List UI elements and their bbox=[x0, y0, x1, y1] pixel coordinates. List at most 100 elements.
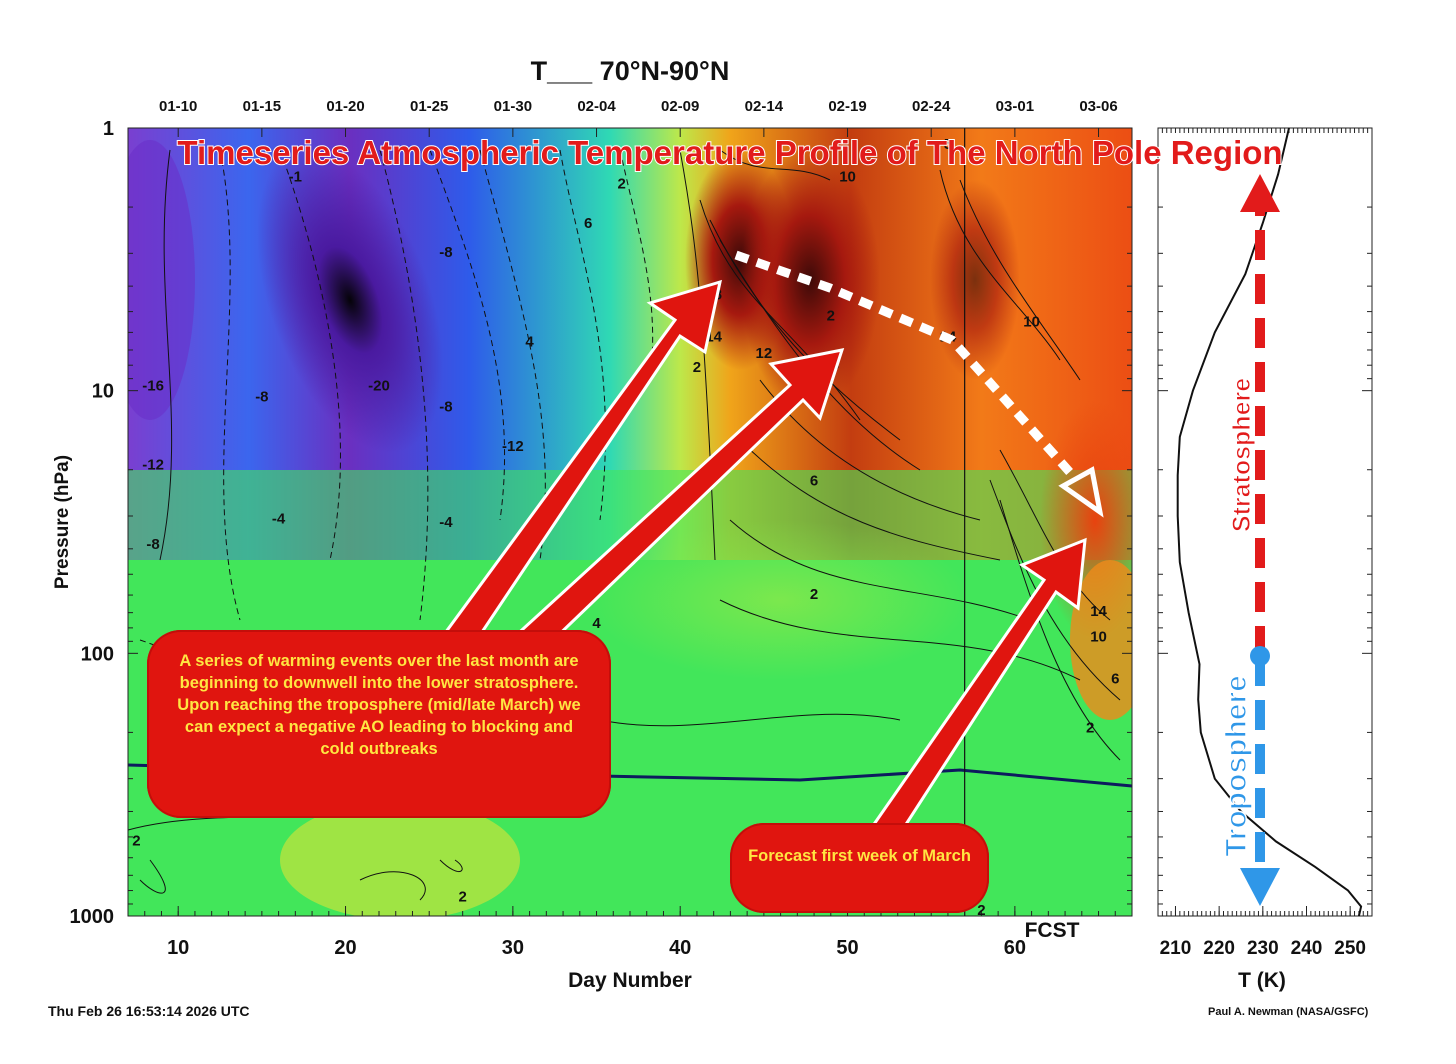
surface-warm-patch bbox=[280, 800, 520, 916]
x-tick-label: 40 bbox=[669, 937, 691, 959]
date-tick-label: 03-01 bbox=[996, 98, 1034, 115]
profile-x-tick-label: 250 bbox=[1334, 938, 1366, 959]
contour-label: -20 bbox=[368, 378, 390, 395]
contour-label: 2 bbox=[693, 359, 701, 376]
y-axis-label: Pressure (hPa) bbox=[52, 455, 73, 589]
y-tick-label: 100 bbox=[81, 643, 114, 665]
contour-label: 4 bbox=[525, 334, 534, 351]
y-tick-label: 10 bbox=[92, 381, 114, 403]
contour-line bbox=[359, 871, 426, 901]
contour-label: -8 bbox=[255, 389, 268, 406]
contour-label: -4 bbox=[272, 510, 286, 527]
contour-line bbox=[279, 149, 341, 561]
x-tick-label: 20 bbox=[334, 937, 356, 959]
contour-line bbox=[219, 149, 241, 621]
warming-events-text: A series of warming events over the last… bbox=[177, 652, 581, 758]
contour-label: 2 bbox=[132, 833, 140, 850]
arrow-to-warming-1 bbox=[437, 279, 722, 659]
contour-label: 2 bbox=[458, 888, 466, 905]
green-patch bbox=[590, 520, 970, 680]
contour-line bbox=[559, 149, 606, 521]
contour-label: -12 bbox=[502, 438, 524, 455]
contour-line bbox=[599, 713, 901, 727]
date-tick-label: 01-15 bbox=[243, 98, 281, 115]
temperature-profile-line bbox=[1176, 127, 1363, 917]
contour-label: 12 bbox=[756, 345, 773, 362]
date-tick-label: 02-09 bbox=[661, 98, 699, 115]
contour-label: -8 bbox=[146, 536, 159, 553]
forecast-label: FCST bbox=[1025, 919, 1080, 942]
date-tick-label: 01-25 bbox=[410, 98, 448, 115]
contour-line bbox=[439, 859, 463, 872]
chart-title: T___ 70°N-90°N bbox=[531, 56, 730, 86]
y-tick-label: 1 bbox=[103, 118, 114, 140]
arrow-to-warming-2 bbox=[497, 348, 845, 675]
contour-label: 6 bbox=[584, 215, 592, 232]
profile-x-tick-label: 240 bbox=[1291, 938, 1323, 959]
contour-label: -12 bbox=[142, 457, 164, 474]
contour-line bbox=[939, 169, 1061, 361]
x-axis-label: Day Number bbox=[568, 969, 692, 992]
profile-x-tick-label: 210 bbox=[1160, 938, 1192, 959]
arrow-to-forecast bbox=[867, 537, 1087, 849]
troposphere-label: Troposphere bbox=[1220, 675, 1253, 857]
contour-line bbox=[379, 149, 429, 621]
x-tick-label: 10 bbox=[167, 937, 189, 959]
stratosphere-label: Stratosphere bbox=[1228, 378, 1256, 532]
contour-label: 4 bbox=[592, 615, 601, 632]
date-tick-label: 01-20 bbox=[326, 98, 364, 115]
contour-label: -8 bbox=[439, 244, 452, 261]
contour-label: 2 bbox=[1086, 719, 1094, 736]
date-tick-label: 02-14 bbox=[745, 98, 784, 115]
downwelling-path-arrow bbox=[734, 250, 1104, 518]
overlay-title: Timeseries Atmospheric Temperature Profi… bbox=[177, 134, 1282, 171]
contour-label: -1 bbox=[289, 169, 302, 186]
contour-label: 10 bbox=[1023, 314, 1040, 331]
contour-label: 14 bbox=[1090, 603, 1107, 620]
profile-x-tick-label: 230 bbox=[1247, 938, 1279, 959]
contour-label: 10 bbox=[839, 169, 856, 186]
cold-core-west bbox=[128, 140, 195, 420]
contour-line bbox=[719, 149, 831, 181]
x-tick-label: 60 bbox=[1004, 937, 1026, 959]
profile-x-tick-label: 220 bbox=[1203, 938, 1235, 959]
main-axes: 10 20 30 40 50 60 01-10 01-15 01-20 01-25 01-30 02-… bbox=[70, 98, 1132, 959]
date-tick-label: 01-30 bbox=[494, 98, 532, 115]
stratosphere-arrow bbox=[1240, 174, 1280, 656]
warming-events-callout: A series of warming events over the last… bbox=[147, 630, 611, 818]
contour-line bbox=[739, 439, 1001, 561]
contour-label: 10 bbox=[1090, 628, 1107, 645]
date-tick-label: 01-10 bbox=[159, 98, 197, 115]
x-tick-label: 30 bbox=[502, 937, 524, 959]
date-tick-label: 02-04 bbox=[577, 98, 616, 115]
contour-line bbox=[999, 449, 1111, 621]
cold-core bbox=[257, 147, 443, 453]
date-tick-label: 02-24 bbox=[912, 98, 951, 115]
contour-line bbox=[729, 519, 1031, 621]
contour-label: -16 bbox=[142, 378, 164, 395]
timestamp: Thu Feb 26 16:53:14 2026 UTC bbox=[48, 1003, 250, 1019]
forecast-text: Forecast first week of March bbox=[748, 847, 971, 865]
profile-axes: 210 220 230 240 250 bbox=[1158, 127, 1372, 959]
forecast-callout: Forecast first week of March bbox=[730, 823, 989, 913]
profile-x-axis-label: T (K) bbox=[1238, 969, 1286, 992]
contour-label: 5 bbox=[944, 136, 952, 153]
contour-line bbox=[959, 179, 1081, 381]
contour-line bbox=[719, 599, 1081, 681]
contour-line bbox=[139, 859, 166, 894]
contour-line bbox=[159, 149, 173, 561]
contour-label: 6 bbox=[1111, 670, 1119, 687]
date-tick-label: 03-06 bbox=[1079, 98, 1117, 115]
contour-label: 2 bbox=[810, 586, 818, 603]
contour-line bbox=[999, 499, 1121, 761]
contour-label: -8 bbox=[439, 398, 452, 415]
contour-label: 2 bbox=[977, 902, 985, 919]
contour-label: 6 bbox=[810, 473, 818, 490]
warm-core-3 bbox=[930, 180, 1020, 380]
credit: Paul A. Newman (NASA/GSFC) bbox=[1208, 1006, 1369, 1018]
contour-line bbox=[429, 149, 506, 521]
tropopause-marker bbox=[1250, 646, 1270, 666]
date-tick-label: 02-19 bbox=[828, 98, 866, 115]
warm-core-5 bbox=[1070, 560, 1132, 720]
